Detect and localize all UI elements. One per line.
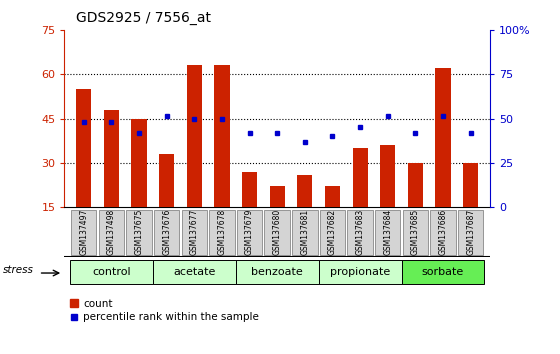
FancyBboxPatch shape [430,210,456,255]
Text: sorbate: sorbate [422,267,464,277]
Text: GDS2925 / 7556_at: GDS2925 / 7556_at [76,11,211,25]
Text: GSM137676: GSM137676 [162,209,171,255]
Bar [463,163,478,207]
Bar [242,172,257,207]
Text: GSM137686: GSM137686 [438,209,447,255]
Bar [297,175,312,207]
FancyBboxPatch shape [181,210,207,255]
FancyBboxPatch shape [70,260,153,284]
Text: stress: stress [3,266,34,275]
Bar [214,65,230,207]
Legend: count, percentile rank within the sample: count, percentile rank within the sample [69,299,259,322]
Text: GSM137687: GSM137687 [466,209,475,255]
FancyBboxPatch shape [264,210,290,255]
FancyBboxPatch shape [402,260,484,284]
Bar [269,187,285,207]
Text: GSM137681: GSM137681 [300,209,309,255]
FancyBboxPatch shape [236,260,319,284]
Text: GSM137678: GSM137678 [217,209,226,255]
Bar [352,148,368,207]
Text: GSM137675: GSM137675 [134,209,143,255]
FancyBboxPatch shape [71,210,96,255]
Text: GSM137684: GSM137684 [383,209,392,255]
Bar [132,119,147,207]
Bar [325,187,340,207]
Bar [186,65,202,207]
Text: GSM137498: GSM137498 [107,209,116,255]
FancyBboxPatch shape [375,210,400,255]
Bar [159,154,174,207]
Bar [408,163,423,207]
Text: GSM137677: GSM137677 [190,209,199,255]
FancyBboxPatch shape [347,210,373,255]
FancyBboxPatch shape [127,210,152,255]
Bar [436,68,451,207]
FancyBboxPatch shape [154,210,179,255]
Text: GSM137680: GSM137680 [273,209,282,255]
FancyBboxPatch shape [153,260,236,284]
FancyBboxPatch shape [237,210,262,255]
Text: propionate: propionate [330,267,390,277]
Bar [104,110,119,207]
FancyBboxPatch shape [403,210,428,255]
Text: benzoate: benzoate [251,267,303,277]
Text: GSM137682: GSM137682 [328,209,337,255]
FancyBboxPatch shape [99,210,124,255]
Text: GSM137683: GSM137683 [356,209,365,255]
Text: control: control [92,267,130,277]
Text: GSM137497: GSM137497 [80,209,88,255]
FancyBboxPatch shape [292,210,318,255]
FancyBboxPatch shape [320,210,345,255]
Bar [76,89,91,207]
FancyBboxPatch shape [458,210,483,255]
Bar [380,145,395,207]
Text: acetate: acetate [173,267,216,277]
Text: GSM137679: GSM137679 [245,209,254,255]
Text: GSM137685: GSM137685 [411,209,420,255]
FancyBboxPatch shape [319,260,402,284]
FancyBboxPatch shape [209,210,235,255]
